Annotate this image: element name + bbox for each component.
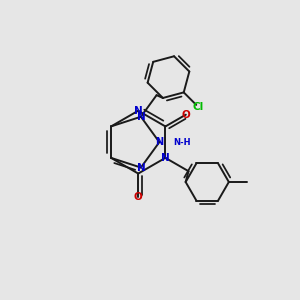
Text: N-H: N-H	[173, 138, 190, 147]
Text: N: N	[136, 163, 145, 172]
Text: Cl: Cl	[193, 102, 204, 112]
Text: N: N	[136, 112, 145, 122]
Text: N: N	[155, 137, 164, 147]
Text: N: N	[134, 106, 142, 116]
Text: O: O	[182, 110, 190, 120]
Text: O: O	[134, 192, 142, 202]
Text: N: N	[161, 153, 170, 163]
